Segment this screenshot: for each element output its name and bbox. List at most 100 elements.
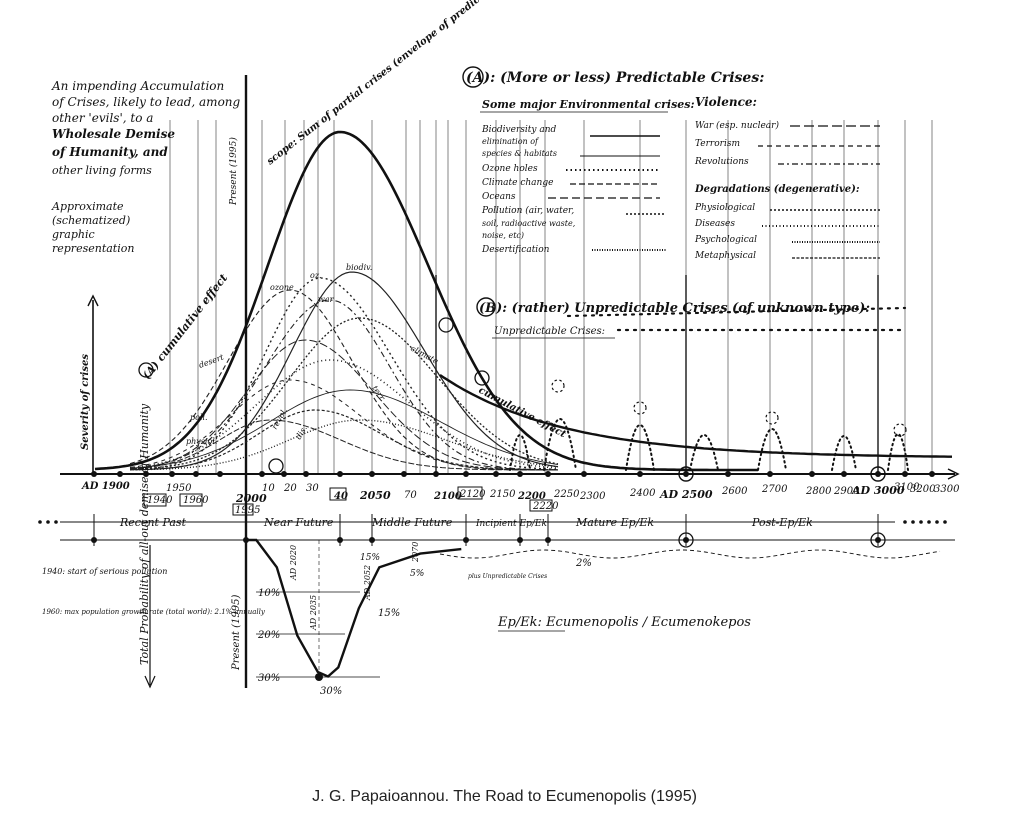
partial-crisis-curve: [130, 409, 558, 471]
env-item: Pollution (air, water,: [481, 205, 574, 216]
violence-item: War (esp. nuclear): [695, 120, 779, 131]
box-40: [329, 487, 347, 501]
probability-axis-arrow: [144, 675, 156, 689]
box-1960: [179, 493, 203, 507]
boxed-years: [143, 486, 553, 516]
intro-line: Wholesale Demise: [52, 127, 175, 141]
period-recent-past: Recent Past: [119, 516, 187, 529]
tick-label: 2250: [553, 489, 580, 500]
boxed-year-label: 1960: [183, 495, 209, 506]
period-dots: [935, 520, 939, 524]
crisis-label: war: [318, 295, 335, 304]
violence-item: Revolutions: [694, 157, 749, 167]
env-item: Oceans: [482, 192, 516, 202]
tick-label: 2900: [833, 486, 860, 497]
prob-annot: 5%: [410, 569, 424, 579]
tick-label: 2100: [433, 491, 462, 502]
crisis-label: ozone: [270, 283, 294, 292]
degr-item: Psychological: [694, 235, 757, 245]
tick-dot: [581, 471, 587, 477]
degr-item: Diseases: [694, 219, 735, 229]
tick-label: 2300: [579, 491, 606, 502]
unpredictable-bumps: [509, 379, 909, 471]
crisis-label: physiol.: [186, 437, 217, 446]
unpredictable-bump: [543, 418, 577, 471]
period-incipient: Incipient Ep/Ek: [475, 519, 547, 529]
partial-crisis-curve: [129, 389, 559, 469]
crisis-label: desert: [198, 352, 226, 370]
tick-label: 3200: [910, 484, 936, 495]
tick-label: 2600: [721, 486, 748, 497]
period-labels: Recent Past Near Future Middle Future In…: [119, 516, 813, 529]
unpredictable-bump: [757, 428, 787, 471]
tick-dot: [725, 471, 731, 477]
unpredictable-bump: [831, 435, 857, 471]
period-dots: [46, 520, 50, 524]
tick-dot: [117, 471, 123, 477]
partial-crisis-curve: [129, 271, 559, 471]
partial-crisis-curve: [129, 339, 559, 471]
env-item: species & habitats: [482, 149, 557, 158]
tick-label: 2200: [517, 491, 546, 502]
tick-label: 70: [404, 490, 417, 501]
unpredictable-circle: [476, 297, 496, 317]
approx-line: representation: [52, 242, 134, 255]
env-item: Desertification: [481, 245, 550, 255]
tick-dot: [902, 471, 908, 477]
tick-dot: [217, 471, 223, 477]
bump-circle: [893, 423, 907, 437]
probability-curve: [246, 538, 462, 678]
tick-dot: [493, 471, 499, 477]
intro-line: other living forms: [52, 164, 152, 177]
tick-dot: [337, 471, 343, 477]
probability-levels: [256, 540, 380, 678]
intro-line: An impending Accumulation: [51, 79, 224, 93]
partial-crises-labels: ozone oz. biodiv. war climate terr. dese…: [186, 263, 440, 446]
period-middle-future: Middle Future: [371, 516, 453, 529]
prob-annot: AD 2052: [363, 565, 372, 601]
period-dot: [517, 537, 523, 543]
tick-dot: [91, 471, 97, 477]
prob-annot: plus Unpredictable Crises: [468, 573, 547, 580]
partial-crisis-curve: [129, 419, 558, 471]
prob-annot: AD 2020: [289, 545, 298, 581]
prob-annot: 2070: [411, 542, 420, 563]
prob-annot: 15%: [360, 553, 380, 563]
degr-item: Metaphysical: [694, 251, 756, 261]
violence-title: Violence:: [695, 95, 757, 109]
approx-line: graphic: [52, 228, 95, 241]
env-item: elimination of: [482, 137, 540, 146]
violence-item: Terrorism: [695, 139, 740, 149]
degr-item: Physiological: [694, 203, 755, 213]
env-item: noise, etc): [482, 231, 524, 240]
tick-dot: [875, 471, 881, 477]
period-dots: [927, 520, 931, 524]
crisis-label: biodiv.: [346, 263, 372, 272]
period-dots: [54, 520, 58, 524]
note-1940: 1940: start of serious pollution: [42, 567, 167, 576]
period-dots: [903, 520, 907, 524]
probability-tail: [439, 549, 941, 559]
partial-crisis-curve: [129, 317, 559, 470]
unpredictable-legend: (B): (rather) Unpredictable Crises (of u…: [476, 297, 907, 339]
period-dot: [875, 537, 881, 543]
note-1960: 1960: max population growth rate (total …: [42, 608, 266, 616]
intro-line: of Crises, likely to lead, among: [52, 95, 241, 109]
predictable-circle: [462, 66, 484, 88]
box-1940: [143, 493, 167, 507]
env-title: Some major Environmental crises:: [482, 98, 695, 111]
period-dots: [919, 520, 923, 524]
cumulative-curve: [439, 374, 952, 458]
box-2120: [457, 486, 483, 500]
marker-b-low: [268, 458, 284, 474]
prob-tick-30: 30%: [258, 673, 280, 684]
present-label-bottom: Present (1995): [231, 595, 242, 671]
tick-dot: [929, 471, 935, 477]
tick-label: 2800: [805, 486, 832, 497]
intro-line: other 'evils', to a: [52, 111, 153, 125]
boxed-year-label: 2220: [532, 501, 559, 512]
tick-label: 3100: [894, 482, 920, 493]
period-dot: [545, 537, 551, 543]
unpredictable-title-dots: [566, 306, 907, 318]
